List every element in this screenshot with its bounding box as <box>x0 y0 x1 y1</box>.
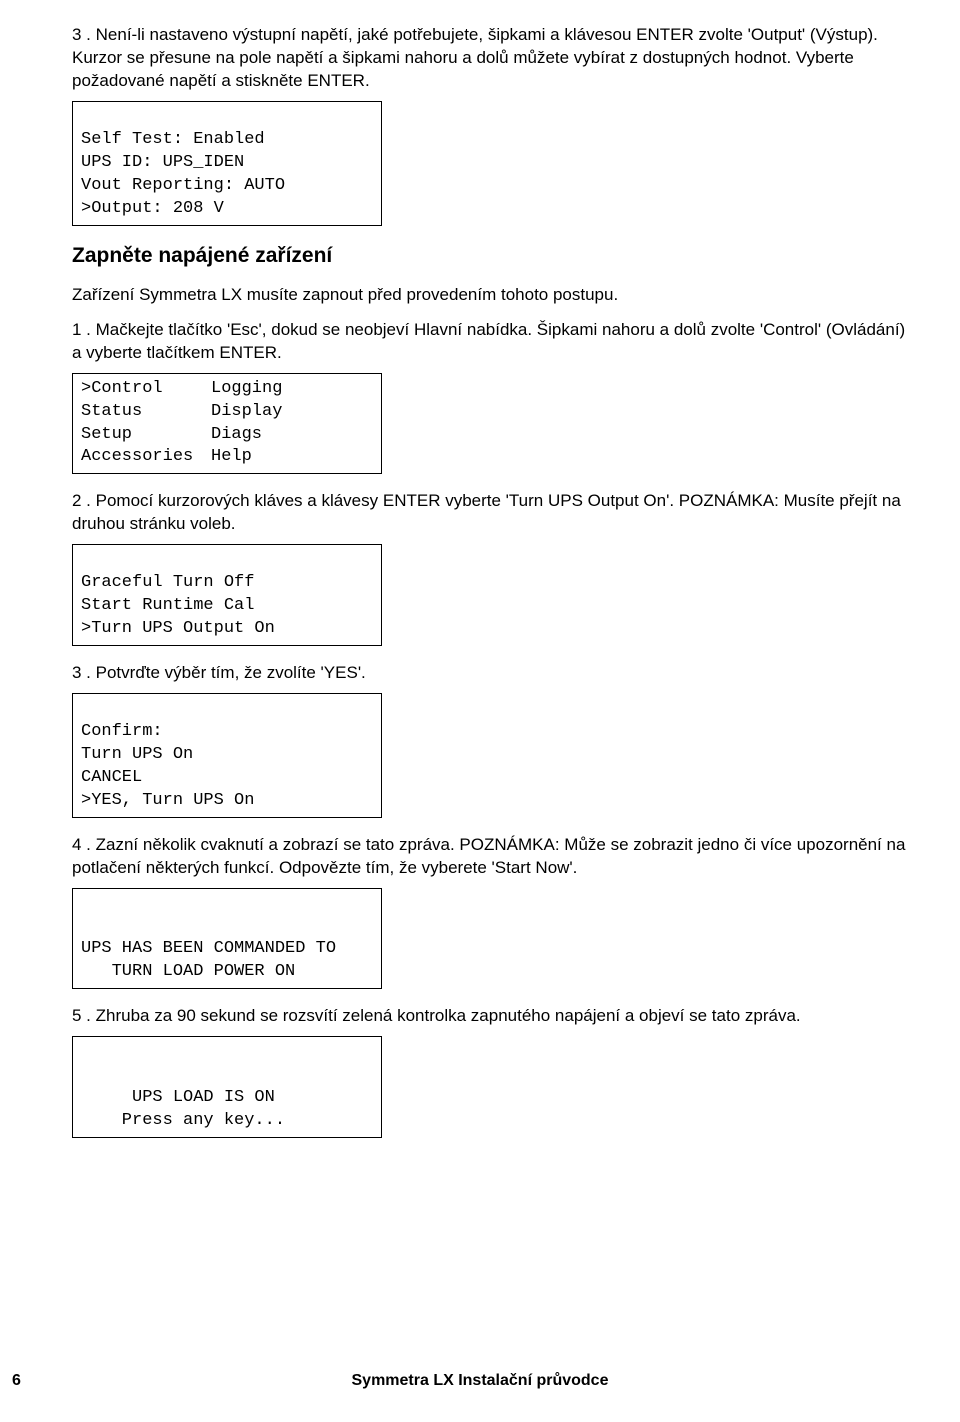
step-text: Zhruba za 90 sekund se rozsvítí zelená k… <box>96 1006 801 1025</box>
lcd-cell: Accessories <box>81 446 211 469</box>
step-text: Zazní několik cvaknutí a zobrazí se tato… <box>72 835 905 877</box>
lcd-line: Graceful Turn Off <box>81 573 254 592</box>
lcd-line: TURN LOAD POWER ON <box>81 962 295 981</box>
lcd-line: Self Test: Enabled <box>81 130 265 149</box>
lcd-cell: >Control <box>81 378 211 401</box>
step-number: 2 . <box>72 490 91 513</box>
lcd-cell: Logging <box>211 378 282 401</box>
step-text: Mačkejte tlačítko 'Esc', dokud se neobje… <box>72 320 905 362</box>
lcd-cell: Help <box>211 446 252 469</box>
lcd-line: UPS HAS BEEN COMMANDED TO <box>81 939 336 958</box>
section-heading: Zapněte napájené zařízení <box>72 242 918 270</box>
step-text: Není-li nastaveno výstupní napětí, jaké … <box>72 25 878 90</box>
section-intro: Zařízení Symmetra LX musíte zapnout před… <box>72 284 918 307</box>
lcd-cell: Diags <box>211 424 262 447</box>
lcd-line: >Turn UPS Output On <box>81 619 275 638</box>
step-number: 3 . <box>72 24 91 47</box>
lcd-confirm: Confirm: Turn UPS On CANCEL >YES, Turn U… <box>72 693 382 818</box>
lcd-output-voltage: Self Test: Enabled UPS ID: UPS_IDEN Vout… <box>72 101 382 226</box>
lcd-cell: Display <box>211 401 282 424</box>
step-3: 3 . Není-li nastaveno výstupní napětí, j… <box>72 24 918 93</box>
power-step-4: 4 . Zazní několik cvaknutí a zobrazí se … <box>72 834 918 880</box>
power-step-5: 5 . Zhruba za 90 sekund se rozsvítí zele… <box>72 1005 918 1028</box>
lcd-line: UPS ID: UPS_IDEN <box>81 153 244 172</box>
step-number: 3 . <box>72 662 91 685</box>
step-number: 5 . <box>72 1005 91 1028</box>
lcd-line: >YES, Turn UPS On <box>81 791 254 810</box>
lcd-commanded: UPS HAS BEEN COMMANDED TO TURN LOAD POWE… <box>72 888 382 990</box>
lcd-line: >Output: 208 V <box>81 199 224 218</box>
lcd-cell: Status <box>81 401 211 424</box>
lcd-line: Press any key... <box>81 1111 285 1130</box>
power-step-3: 3 . Potvrďte výběr tím, že zvolíte 'YES'… <box>72 662 918 685</box>
lcd-turn-on: Graceful Turn Off Start Runtime Cal >Tur… <box>72 544 382 646</box>
lcd-line: Confirm: <box>81 722 163 741</box>
lcd-line: Turn UPS On <box>81 745 193 764</box>
lcd-line: CANCEL <box>81 768 142 787</box>
step-text: Potvrďte výběr tím, že zvolíte 'YES'. <box>96 663 366 682</box>
step-text: Pomocí kurzorových kláves a klávesy ENTE… <box>72 491 901 533</box>
lcd-line: Vout Reporting: AUTO <box>81 176 285 195</box>
lcd-main-menu: >ControlLoggingStatusDisplaySetupDiagsAc… <box>72 373 382 475</box>
power-step-2: 2 . Pomocí kurzorových kláves a klávesy … <box>72 490 918 536</box>
lcd-line: UPS LOAD IS ON <box>81 1088 275 1107</box>
lcd-load-on: UPS LOAD IS ON Press any key... <box>72 1036 382 1138</box>
step-number: 4 . <box>72 834 91 857</box>
power-step-1: 1 . Mačkejte tlačítko 'Esc', dokud se ne… <box>72 319 918 365</box>
footer-title: Symmetra LX Instalační průvodce <box>0 1370 960 1392</box>
lcd-line: Start Runtime Cal <box>81 596 254 615</box>
step-number: 1 . <box>72 319 91 342</box>
lcd-cell: Setup <box>81 424 211 447</box>
